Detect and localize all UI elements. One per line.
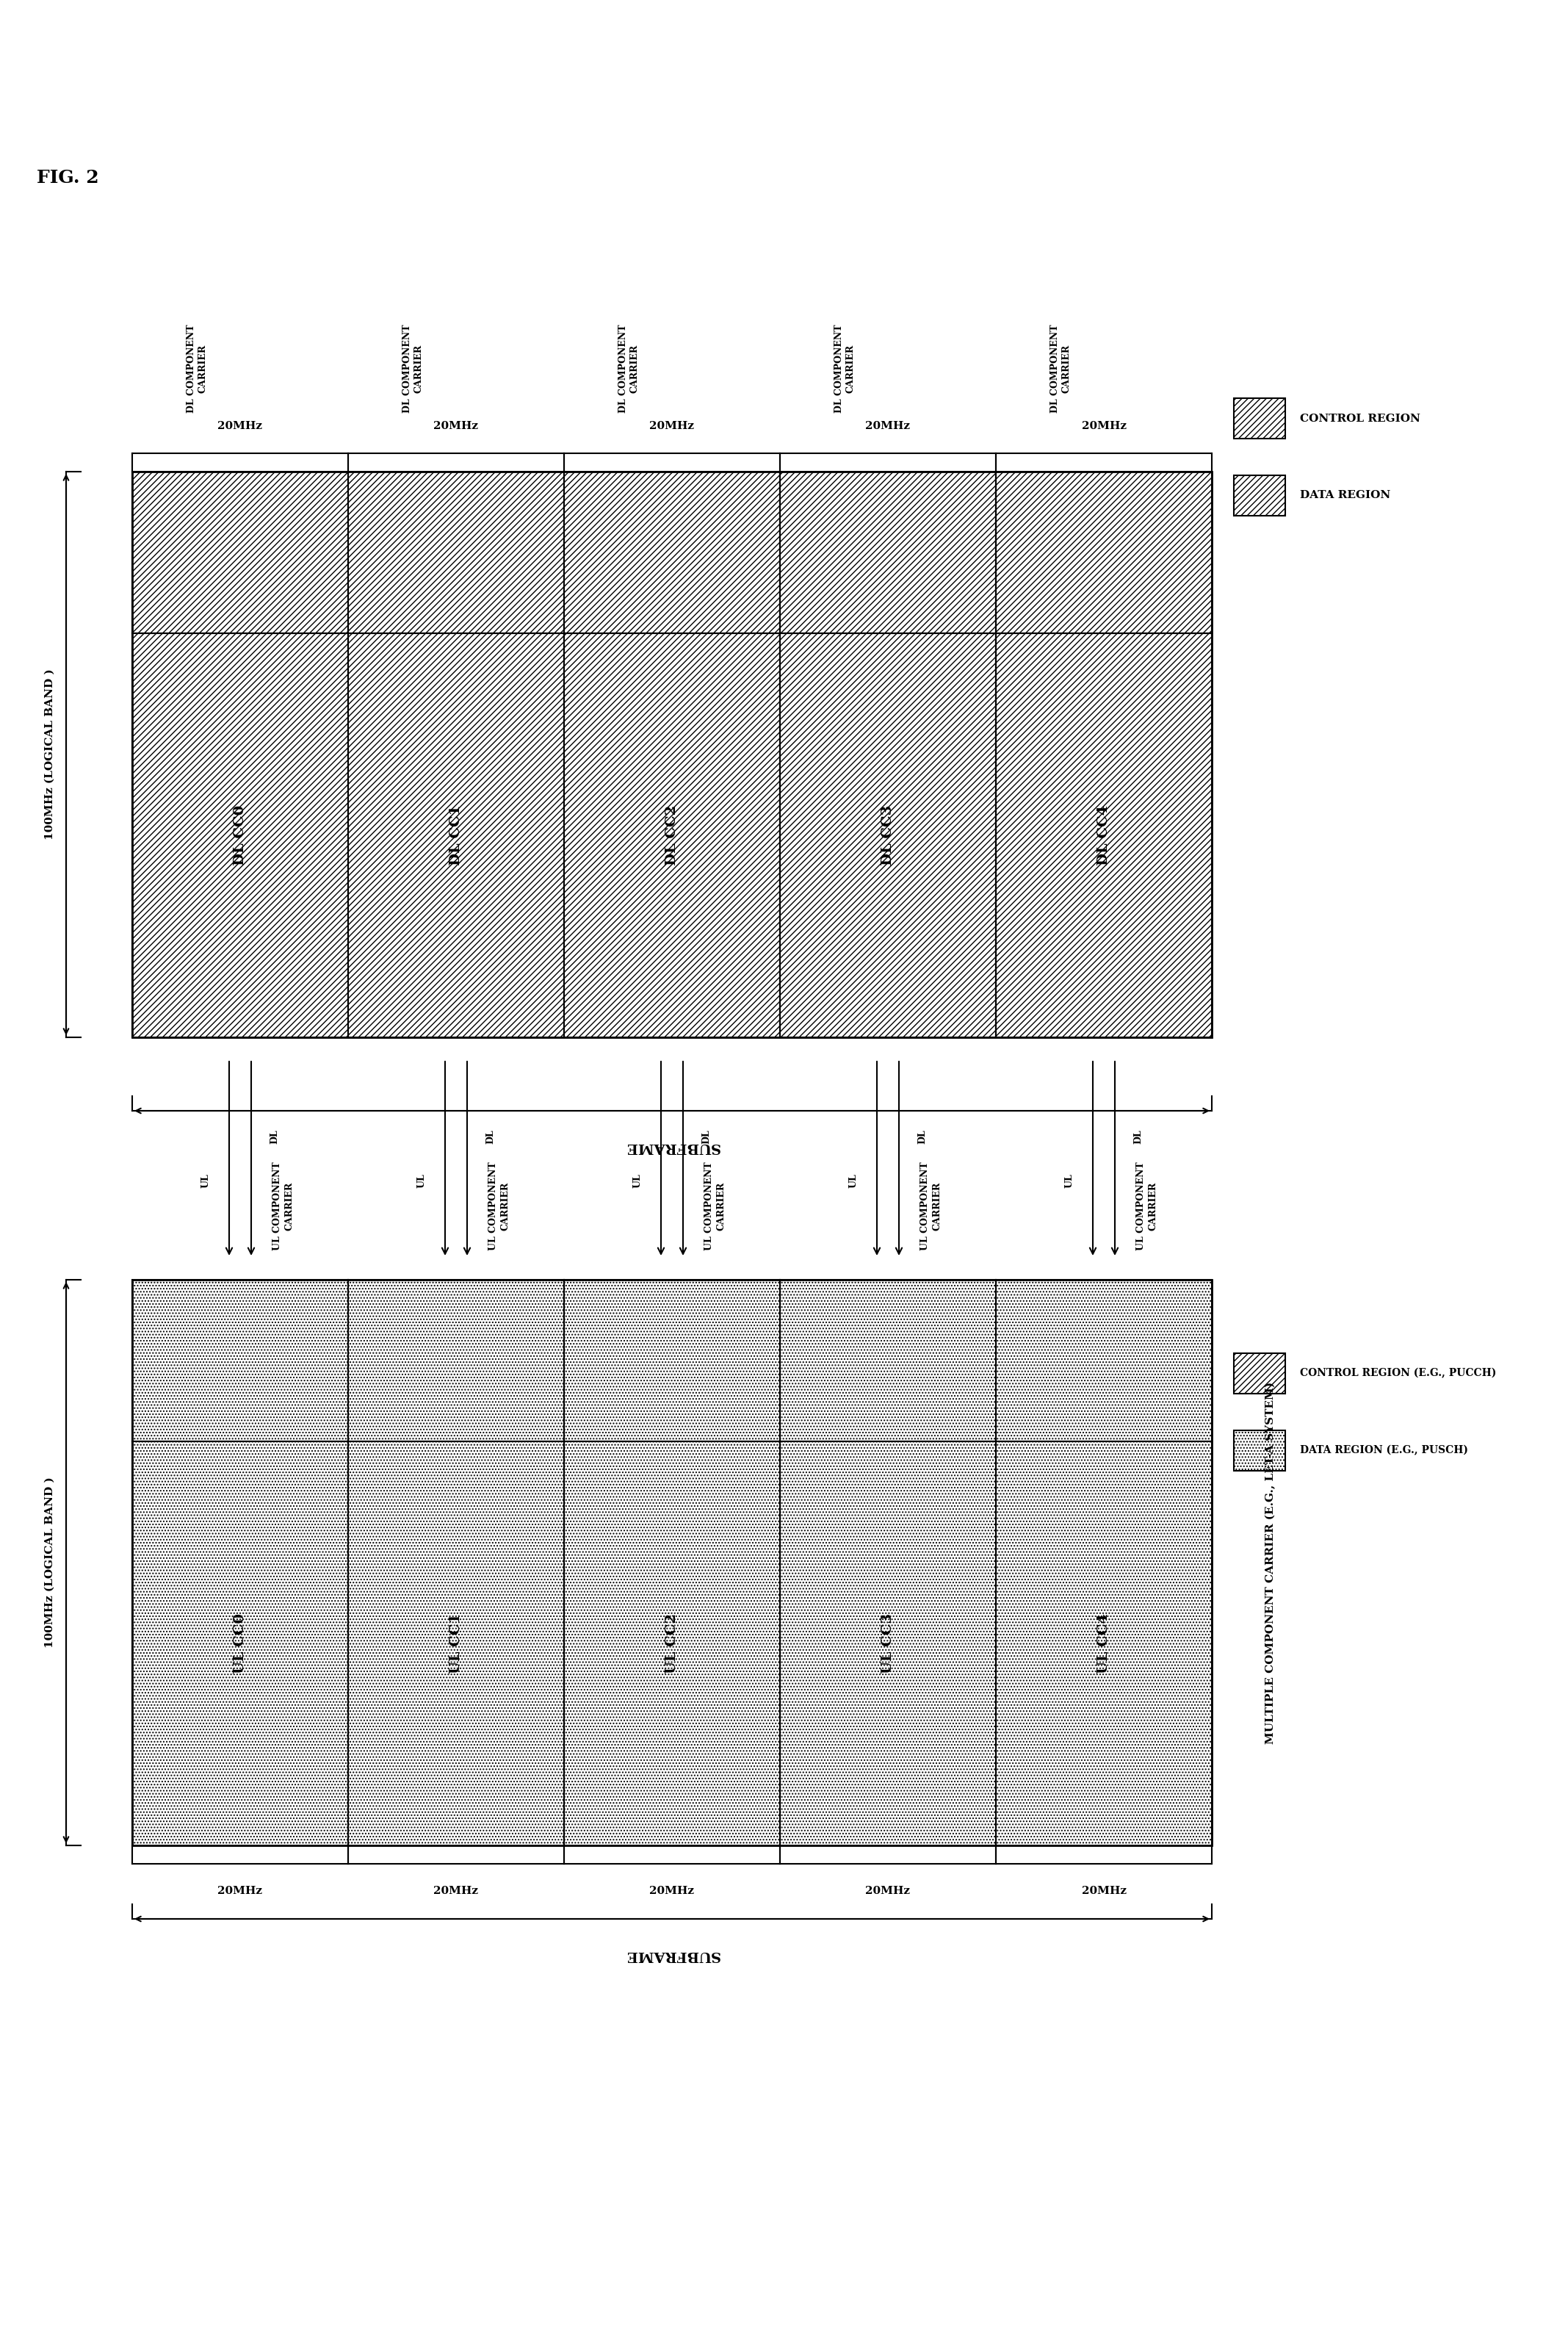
Bar [348, 471, 564, 633]
Bar [564, 633, 779, 1036]
Text: DL COMPONENT
CARRIER: DL COMPONENT CARRIER [618, 324, 640, 413]
Bar [348, 633, 564, 1036]
Text: 20MHz: 20MHz [1082, 422, 1126, 431]
Text: 20MHz: 20MHz [866, 1885, 911, 1897]
Bar [132, 1280, 348, 1442]
Bar [779, 471, 996, 633]
Text: DL: DL [1134, 1130, 1143, 1144]
Text: 20MHz: 20MHz [434, 422, 478, 431]
Text: UL CC4: UL CC4 [1098, 1613, 1110, 1674]
Bar [779, 1442, 996, 1846]
Text: DL CC0: DL CC0 [234, 804, 246, 865]
Text: UL CC2: UL CC2 [665, 1613, 679, 1674]
Bar [564, 1442, 779, 1846]
Text: DL COMPONENT
CARRIER: DL COMPONENT CARRIER [187, 324, 207, 413]
Bar [348, 1442, 564, 1846]
Bar [564, 1280, 779, 1442]
Text: UL: UL [417, 1172, 426, 1189]
Text: DL COMPONENT
CARRIER: DL COMPONENT CARRIER [403, 324, 423, 413]
Bar [132, 471, 348, 633]
Text: 20MHz: 20MHz [1082, 1885, 1126, 1897]
Text: UL: UL [633, 1172, 643, 1189]
Text: UL COMPONENT
CARRIER: UL COMPONENT CARRIER [489, 1163, 510, 1250]
Bar [779, 1280, 996, 1442]
Bar [348, 1280, 564, 1442]
Text: 20MHz: 20MHz [649, 422, 695, 431]
Text: 20MHz: 20MHz [218, 422, 262, 431]
Text: UL COMPONENT
CARRIER: UL COMPONENT CARRIER [1137, 1163, 1157, 1250]
Bar [996, 1280, 1212, 1442]
Text: DL CC3: DL CC3 [881, 804, 894, 865]
Text: 20MHz: 20MHz [434, 1885, 478, 1897]
Text: 20MHz: 20MHz [649, 1885, 695, 1897]
Bar [564, 471, 779, 633]
Bar [779, 633, 996, 1036]
Bar [996, 1442, 1212, 1846]
Text: 100MHz (LOGICAL BAND ): 100MHz (LOGICAL BAND ) [45, 1477, 55, 1649]
Bar [132, 1442, 348, 1846]
Bar [132, 1280, 1212, 1846]
Text: DL CC1: DL CC1 [450, 804, 463, 865]
Text: UL COMPONENT
CARRIER: UL COMPONENT CARRIER [273, 1163, 293, 1250]
Text: SUBFRAME: SUBFRAME [624, 1949, 720, 1960]
Text: DL: DL [270, 1130, 279, 1144]
Text: DL CC4: DL CC4 [1098, 804, 1110, 865]
Bar [996, 633, 1212, 1036]
Text: DATA REGION: DATA REGION [1300, 490, 1391, 502]
Text: 20MHz: 20MHz [218, 1885, 262, 1897]
Text: UL COMPONENT
CARRIER: UL COMPONENT CARRIER [704, 1163, 726, 1250]
Text: MULTIPLE COMPONENT CARRIER (E.G., LET-A SYSTEM): MULTIPLE COMPONENT CARRIER (E.G., LET-A … [1265, 1381, 1276, 1745]
Text: UL: UL [848, 1172, 859, 1189]
Text: DL CC2: DL CC2 [665, 804, 679, 865]
Text: DL COMPONENT
CARRIER: DL COMPONENT CARRIER [834, 324, 856, 413]
Text: SUBFRAME: SUBFRAME [624, 1140, 720, 1154]
Text: UL: UL [201, 1172, 210, 1189]
Text: CONTROL REGION (E.G., PUCCH): CONTROL REGION (E.G., PUCCH) [1300, 1367, 1496, 1379]
Text: UL CC1: UL CC1 [450, 1613, 463, 1674]
Bar [132, 633, 348, 1036]
Bar [1234, 399, 1286, 439]
Text: DL: DL [917, 1130, 927, 1144]
Bar [1234, 476, 1286, 516]
Text: UL CC3: UL CC3 [881, 1613, 894, 1674]
Text: DL: DL [701, 1130, 710, 1144]
Text: 20MHz: 20MHz [866, 422, 911, 431]
Text: 100MHz (LOGICAL BAND ): 100MHz (LOGICAL BAND ) [45, 668, 55, 840]
Bar [996, 471, 1212, 633]
Text: DL COMPONENT
CARRIER: DL COMPONENT CARRIER [1051, 324, 1071, 413]
Text: UL COMPONENT
CARRIER: UL COMPONENT CARRIER [920, 1163, 942, 1250]
Text: UL: UL [1065, 1172, 1074, 1189]
Text: UL CC0: UL CC0 [234, 1613, 246, 1674]
Text: FIG. 2: FIG. 2 [36, 169, 99, 188]
Text: DATA REGION (E.G., PUSCH): DATA REGION (E.G., PUSCH) [1300, 1445, 1468, 1456]
Bar [1234, 1353, 1286, 1393]
Text: CONTROL REGION: CONTROL REGION [1300, 413, 1421, 424]
Bar [1234, 1430, 1286, 1470]
Text: DL: DL [486, 1130, 495, 1144]
Bar [132, 471, 1212, 1036]
